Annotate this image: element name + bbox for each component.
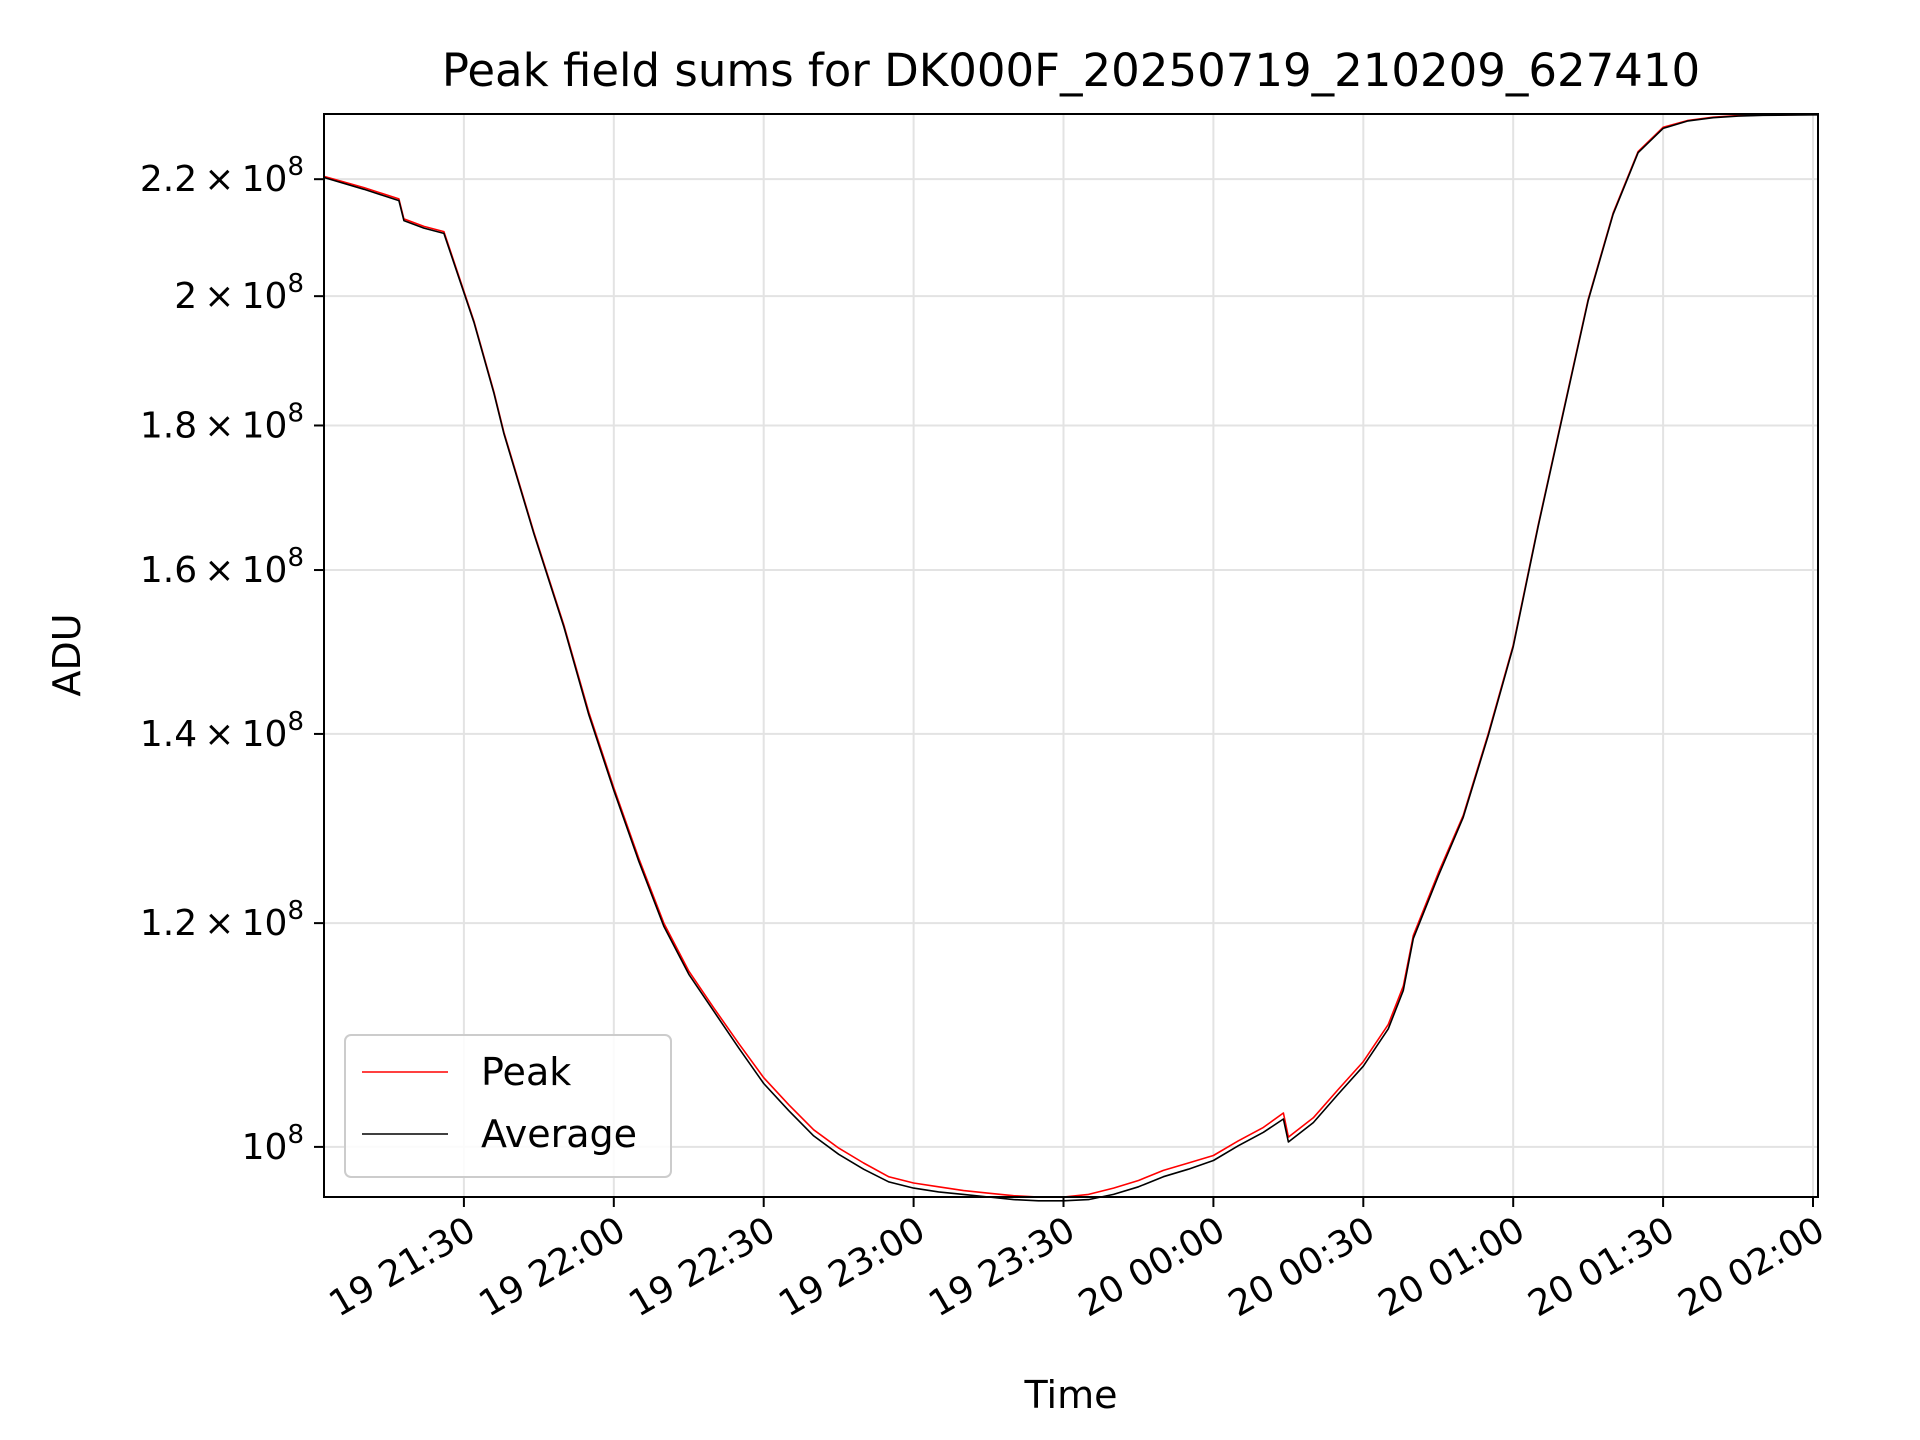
y-axis-label: ADU [45, 613, 89, 696]
legend-label-average: Average [481, 1112, 637, 1156]
y-tick-label: 1.4 × 108 [140, 707, 304, 755]
legend: Peak Average [344, 1034, 672, 1178]
grid [324, 114, 1818, 1197]
series-layer [323, 113, 1819, 1202]
x-axis-label: Time [1024, 1373, 1118, 1417]
y-tick-label: 1.8 × 108 [140, 398, 304, 446]
y-axis-ticks: 108 1.2 × 108 1.4 × 108 1.6 × 108 1.8 × 108 2… [140, 152, 324, 1168]
series-line-average [323, 114, 1819, 1202]
y-tick-label: 2.2 × 108 [140, 152, 304, 200]
chart-title: Peak field sums for DK000F_20250719_2102… [442, 44, 1700, 97]
y-tick-label: 1.2 × 108 [140, 896, 304, 944]
y-tick-label: 108 [242, 1120, 304, 1168]
legend-box [344, 1034, 672, 1178]
legend-label-peak: Peak [481, 1050, 571, 1094]
y-tick-label: 1.6 × 108 [140, 543, 304, 591]
plot-frame [323, 113, 1819, 1198]
y-tick-label: 2 × 108 [174, 269, 304, 317]
